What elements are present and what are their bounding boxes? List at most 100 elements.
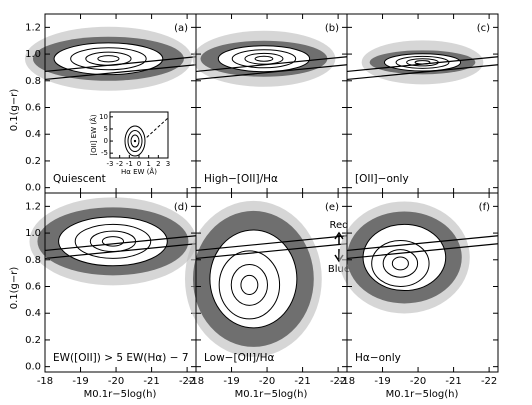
panel-label: (c) [477,23,490,34]
y-tick-label: 1.2 [25,22,41,33]
contour [254,55,274,62]
inset-contour [127,130,143,153]
inset-y-tick-label: 0 [104,137,108,145]
x-tick-label: -20 [410,376,426,387]
y-tick-label: 1.2 [25,201,41,212]
x-axis-label: M0.1r−5log(h) [84,389,157,400]
panel: 0.0 0.2 0.4 0.6 0.8 1.0 1.2 (a) Quiescent [24,13,197,194]
panel: -18 -19 -20 -21 -22 (f) Hα−only [339,192,499,387]
y-tick-label: 0.6 [25,282,41,293]
panel-label: (d) [174,202,188,213]
x-tick-label: -18 [188,376,204,387]
divider-line [195,56,348,73]
panel-label: (a) [174,23,188,34]
panel-annotation: EW([OII]) > 5 EW(Hα) − 7 [53,352,189,364]
red-label: Red [330,220,349,231]
inset-x-tick-label: 0 [137,160,141,168]
divider-line [346,56,499,73]
y-tick-label: 0.4 [25,129,41,140]
contour [70,47,147,71]
divider-line [346,243,499,260]
divider-line [195,64,348,81]
panel-frame [346,192,499,373]
y-axis-label: 0.1(g−r) [9,267,20,310]
contour [371,239,430,287]
x-tick-label: -20 [259,376,275,387]
inset-y-tick-label: 5 [104,125,108,133]
y-tick-label: 0.8 [25,255,41,266]
x-tick-label: -21 [445,376,461,387]
x-tick-label: -21 [143,376,159,387]
contour [101,236,125,247]
divider-line [44,243,197,260]
contour [231,49,297,69]
divider-line [346,64,499,81]
contour [395,55,450,69]
panel-annotation: High−[OII]/Hα [204,173,278,185]
panel-label: (f) [479,202,490,213]
x-tick-label: -19 [223,376,239,387]
panel-label: (e) [325,202,339,213]
panel: -18 -19 -20 -21 -22 (e) Low−[OII]/Hα Red Blue [184,192,350,387]
contour [244,52,284,65]
inset-x-tick-label: -1 [126,160,133,168]
divider-line [195,243,348,260]
panel-annotation: Hα−only [355,352,401,364]
y-tick-label: 0.2 [25,335,41,346]
inset-center [133,139,137,143]
y-tick-label: 0.2 [25,156,41,167]
inset-contour [124,125,146,157]
panel-annotation: Quiescent [53,173,106,185]
x-tick-label: -18 [37,376,53,387]
x-axis-label: M0.1r−5log(h) [386,389,459,400]
divider-line [44,64,197,81]
inset-frame [109,111,169,159]
x-tick-label: -19 [374,376,390,387]
inset-x-tick-label: 1 [146,160,150,168]
inset-x-label: Hα EW (Å) [121,167,157,176]
inset-contour [130,134,140,148]
inset-x-tick-label: 3 [166,160,170,168]
y-tick-label: 1.0 [25,228,41,239]
arrow [334,231,344,245]
x-tick-label: -21 [294,376,310,387]
contour [74,223,152,259]
panel: (c) [OII]−only [346,13,499,194]
divider-line [44,235,197,252]
inset-y-label: [OII] EW (Å) [89,114,98,155]
panel-label: (b) [325,23,339,34]
y-tick-label: 0.0 [25,183,41,194]
x-tick-label: -22 [179,376,195,387]
panel-annotation: [OII]−only [355,173,409,185]
blue-label: Blue [328,264,350,275]
inset-x-tick-label: -3 [107,160,114,168]
y-tick-label: 0.6 [25,103,41,114]
panel: 0.0 0.2 0.4 0.6 0.8 1.0 1.2 -18 -19 -20 -21 -22 (d) E… [25,192,197,387]
contour [97,55,120,63]
inset-x-tick-label: -2 [116,160,123,168]
inset-y-tick-label: -5 [101,149,108,157]
contour [240,274,259,295]
x-tick-label: -19 [72,376,88,387]
inset-x-tick-label: 2 [156,160,160,168]
y-tick-label: 0.0 [25,362,41,373]
contour [382,249,419,278]
panel: (b) High−[OII]/Hα [192,13,348,194]
contour [230,264,269,306]
inset-y-tick-label: 10 [99,113,108,121]
x-tick-label: -20 [108,376,124,387]
y-axis-label: 0.1(g−r) [9,89,20,132]
divider-line [346,235,499,252]
x-tick-label: -22 [330,376,346,387]
divider-line [44,56,197,73]
divider-line [195,235,348,252]
x-tick-label: -22 [481,376,497,387]
x-axis-label: M0.1r−5log(h) [235,389,308,400]
contour [391,256,409,271]
y-tick-label: 0.8 [25,76,41,87]
y-tick-label: 0.4 [25,308,41,319]
panel-annotation: Low−[OII]/Hα [204,352,275,364]
x-tick-label: -18 [339,376,355,387]
